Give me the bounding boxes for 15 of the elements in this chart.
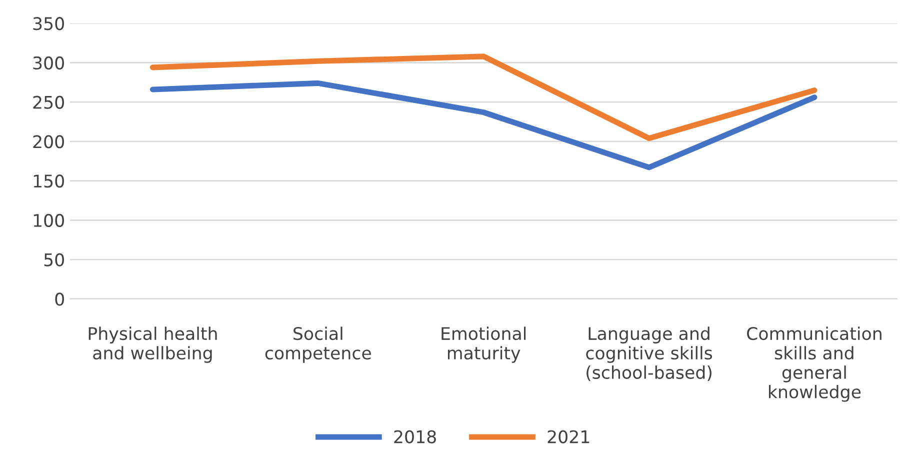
x-tick-label: Communication skills and general knowledge bbox=[747, 326, 882, 402]
x-tick-label: Social competence bbox=[265, 326, 371, 363]
y-tick-label: 50 bbox=[44, 253, 64, 266]
y-tick-label: 0 bbox=[55, 292, 64, 306]
y-tick-label: 200 bbox=[33, 135, 64, 148]
x-tick-label: Physical health and wellbeing bbox=[88, 326, 217, 363]
y-tick-label: 300 bbox=[33, 56, 64, 70]
x-tick-label: Emotional maturity bbox=[442, 326, 526, 363]
legend-label: 2018 bbox=[394, 430, 436, 444]
y-tick-label: 250 bbox=[33, 96, 64, 109]
y-tick-label: 150 bbox=[34, 174, 64, 188]
y-tick-label: 350 bbox=[33, 17, 64, 30]
y-tick-label: 100 bbox=[34, 214, 64, 227]
legend-label: 2021 bbox=[548, 430, 590, 444]
x-tick-label: Language and cognitive skills (school-based) bbox=[586, 326, 712, 382]
